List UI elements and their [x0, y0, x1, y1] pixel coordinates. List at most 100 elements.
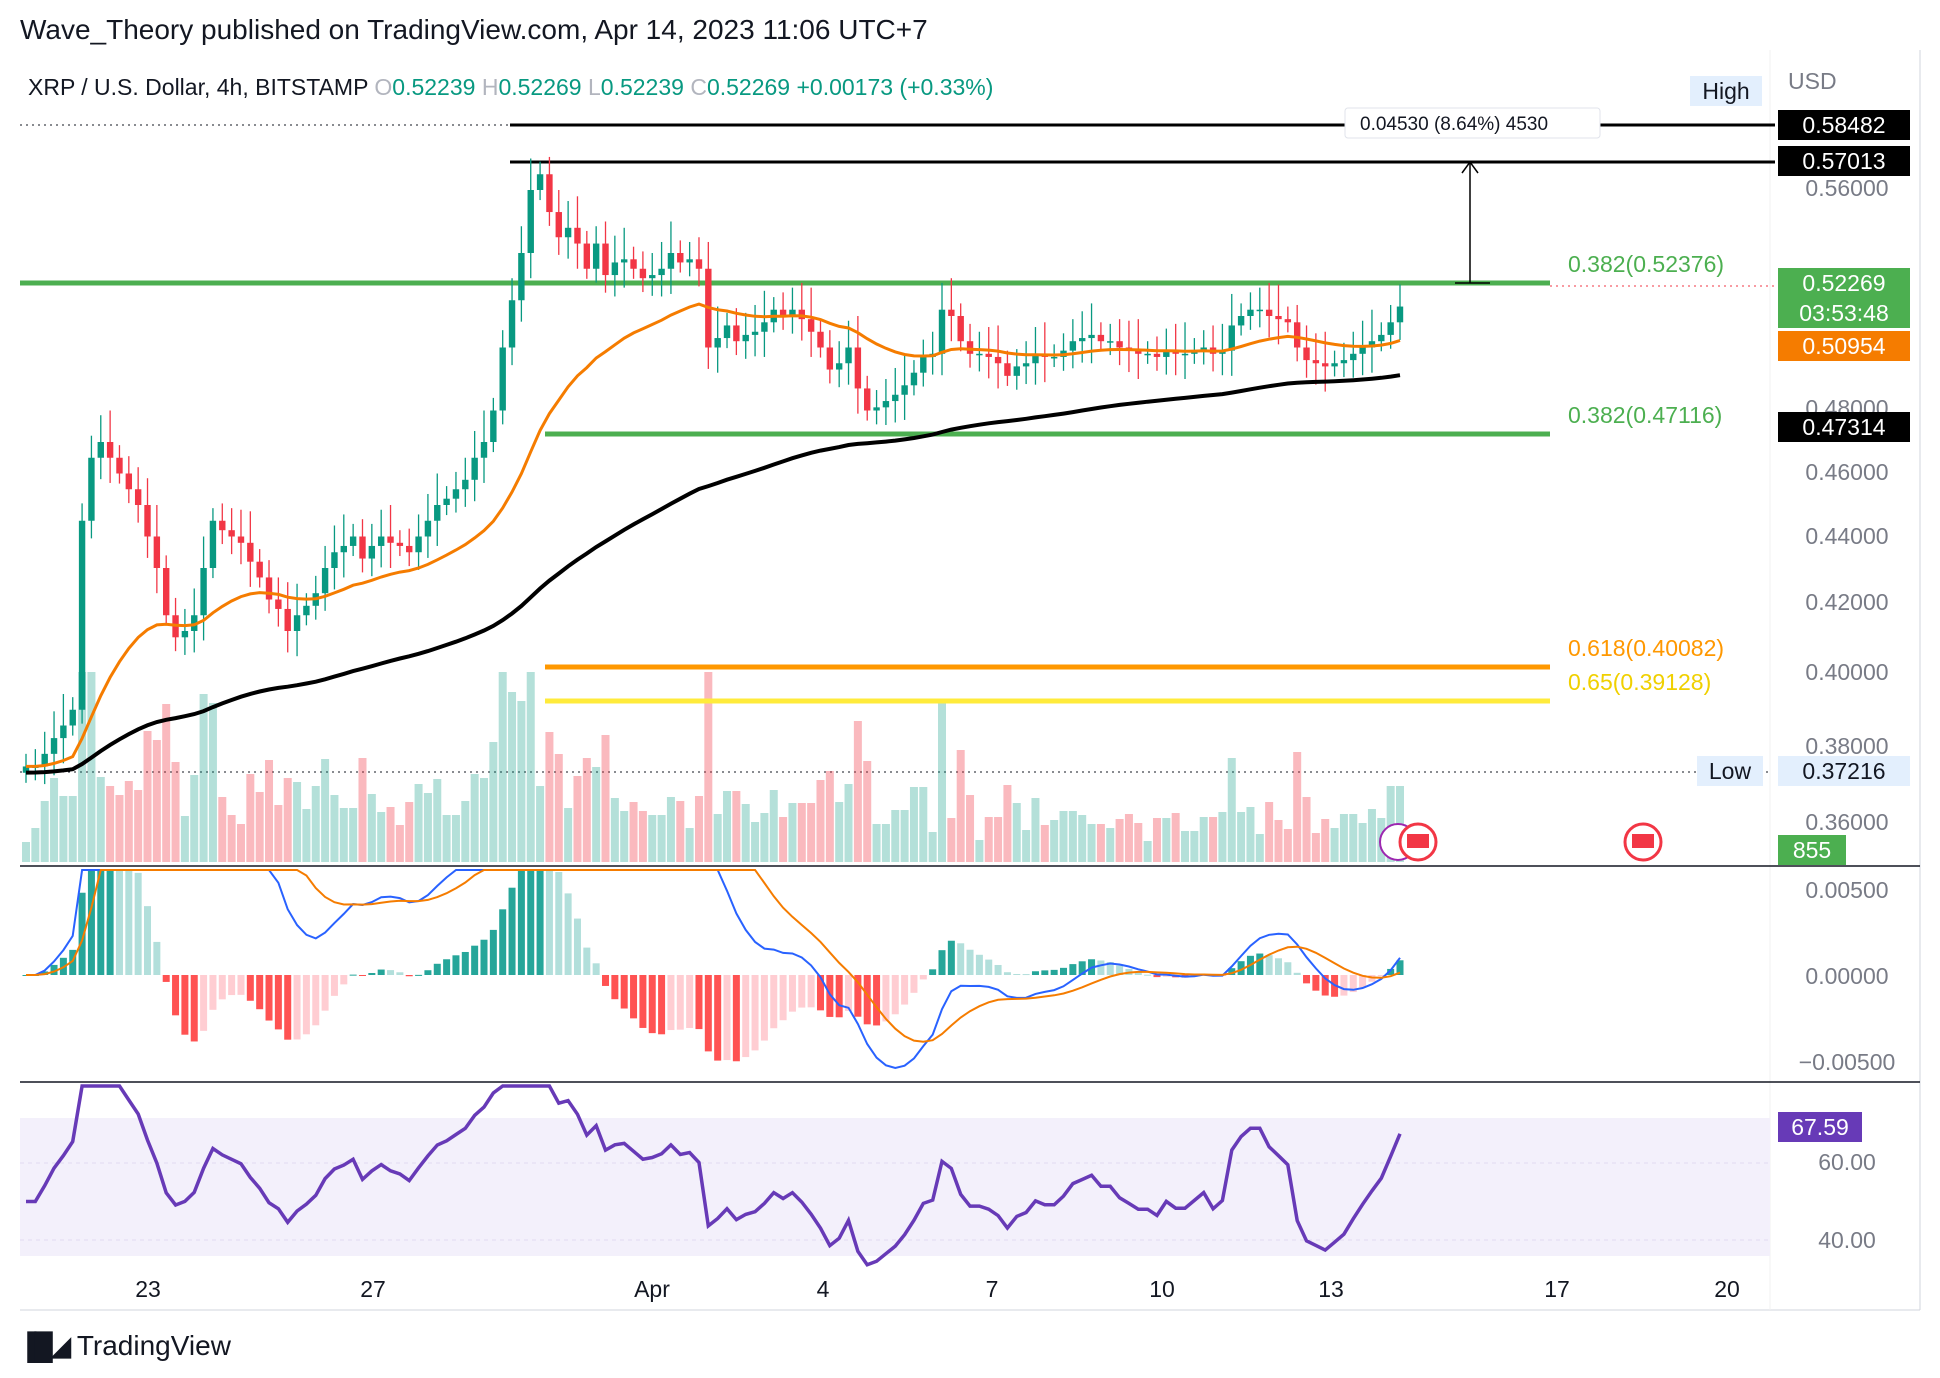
macd-histogram-bar	[452, 955, 460, 975]
rsi-line	[26, 1084, 1402, 1267]
candle-body	[69, 709, 76, 726]
candle-body	[303, 605, 310, 616]
macd-histogram-bar	[1050, 969, 1058, 975]
candle-body	[658, 268, 665, 276]
volume-bar	[1199, 817, 1208, 862]
candle-body	[845, 347, 852, 364]
open-key: O	[374, 74, 393, 100]
volume-bar	[966, 795, 975, 862]
chart-area[interactable]: 0.04530 (8.64%) 4530 23 27 Apr 4 7 10 13…	[0, 0, 1940, 1320]
candle-body	[1237, 316, 1245, 326]
macd-histogram-bar	[845, 975, 853, 1011]
x-tick-27: 27	[360, 1276, 386, 1302]
candle-body	[1032, 353, 1039, 364]
macd-histogram-bar	[489, 929, 497, 975]
volume-bar	[1040, 825, 1049, 862]
candle-body	[527, 190, 534, 253]
us-flag-icon-2-stripes	[1632, 834, 1654, 848]
candle-body	[854, 347, 862, 389]
macd-histogram-bar	[340, 975, 348, 985]
volume-bar	[938, 701, 946, 862]
macd-histogram-bar	[1144, 974, 1152, 976]
candle-body	[1088, 334, 1095, 339]
volume-bar	[1096, 824, 1105, 862]
rsi-tick-40: 40.00	[1818, 1227, 1876, 1253]
chart-canvas[interactable]: 0.04530 (8.64%) 4530 23 27 Apr 4 7 10 13…	[0, 0, 1940, 1320]
us-flag-icon-stripes	[1407, 834, 1429, 848]
volume-bar	[31, 828, 40, 862]
volume-bar	[685, 828, 694, 862]
candle-body	[1350, 353, 1357, 361]
macd-histogram-bar	[228, 975, 236, 996]
candle-body	[667, 253, 675, 269]
candle-body	[22, 766, 30, 773]
volume-bar	[713, 814, 722, 862]
fib-label-0382-upper: 0.382(0.52376)	[1568, 251, 1725, 277]
candle-body	[1293, 322, 1301, 348]
volume-bar	[994, 817, 1003, 862]
macd-histogram-bar	[78, 892, 86, 975]
x-tick-13: 13	[1318, 1276, 1344, 1302]
volume-bar	[180, 816, 189, 862]
candle-body	[695, 259, 703, 269]
volume-bar	[1134, 823, 1143, 862]
candle-body	[873, 407, 880, 411]
y-tick-040: 0.40000	[1805, 659, 1888, 685]
macd-histogram-bar	[835, 975, 843, 1018]
high-tag: High	[1690, 76, 1762, 106]
macd-histogram-bar	[695, 975, 703, 1030]
tradingview-logo-icon: ▐█◢	[18, 1330, 71, 1361]
macd-histogram-bar	[256, 975, 264, 1010]
volume-bar	[788, 803, 797, 862]
candle-body	[592, 243, 600, 269]
macd-histogram-bar	[153, 941, 161, 975]
macd-histogram-bar	[1303, 975, 1311, 984]
macd-histogram-bar	[742, 975, 750, 1058]
macd-histogram-bar	[648, 975, 656, 1034]
volume-bar	[199, 694, 208, 862]
footer-brand[interactable]: ▐█◢ TradingView	[18, 1330, 231, 1362]
candle-body	[817, 331, 824, 348]
macd-histogram-bar	[1069, 964, 1077, 975]
candle-body	[564, 227, 572, 238]
candle-body	[434, 505, 441, 521]
macd-histogram-bar	[1106, 962, 1114, 975]
macd-histogram-bar	[433, 963, 441, 975]
macd-histogram-bar	[611, 975, 619, 1000]
macd-histogram-bar	[1312, 975, 1320, 991]
candle-body	[1284, 319, 1292, 323]
candle-body	[293, 615, 301, 631]
symbol-name[interactable]: XRP / U.S. Dollar, 4h, BITSTAMP	[28, 74, 369, 100]
volume-bar	[1190, 831, 1199, 862]
volume-bar	[694, 796, 703, 862]
macd-histogram-bar	[573, 918, 581, 975]
high-price-label: 0.58482	[1778, 110, 1910, 140]
macd-histogram-bar	[1041, 970, 1049, 975]
macd-histogram-bar	[349, 974, 357, 976]
fib-label-065: 0.65(0.39128)	[1568, 669, 1712, 695]
candle-body	[639, 268, 647, 279]
macd-histogram-bar	[1228, 968, 1236, 975]
volume-bar	[1339, 814, 1348, 862]
volume-bar	[517, 701, 526, 862]
candle-body	[807, 319, 815, 332]
candle-body	[723, 325, 731, 339]
volume-bar	[274, 805, 283, 862]
volume-bar	[162, 704, 171, 862]
candle-body	[1312, 360, 1320, 364]
volume-bar	[526, 672, 535, 862]
macd-histogram-bar	[1349, 975, 1357, 993]
macd-histogram-bar	[863, 975, 871, 1025]
candle-body	[462, 479, 469, 490]
macd-histogram-bar	[714, 975, 722, 1061]
candle-body	[864, 388, 871, 411]
volume-bar	[405, 802, 414, 862]
level-057-label: 0.57013	[1778, 146, 1910, 176]
volume-bar	[751, 822, 760, 862]
candle-body	[677, 253, 684, 263]
candle-body	[1396, 306, 1404, 323]
x-tick-17: 17	[1544, 1276, 1570, 1302]
candle-body	[985, 353, 992, 357]
volume-bar	[143, 731, 152, 862]
volume-bar	[22, 842, 30, 862]
